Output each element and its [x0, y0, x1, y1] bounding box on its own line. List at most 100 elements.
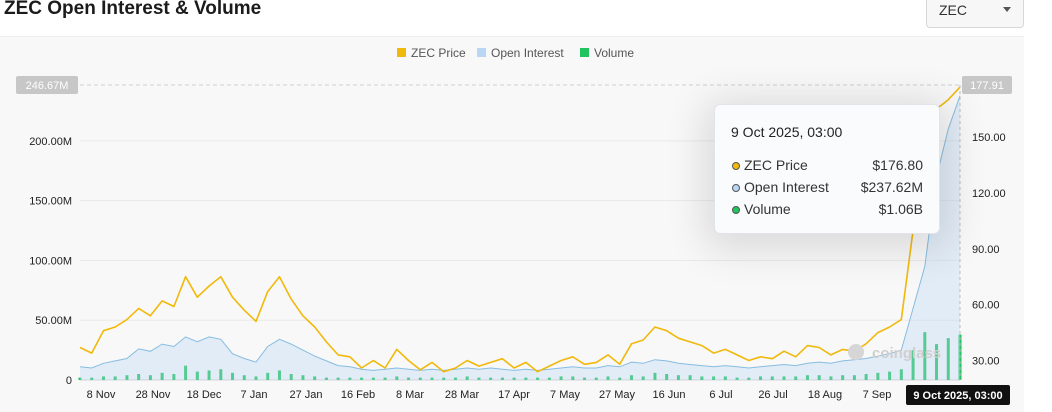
volume-bar [242, 375, 246, 380]
volume-bar [676, 375, 680, 380]
volume-bar [231, 372, 235, 380]
right-axis: 30.00 60.00 90.00 120.00 150.00 177.91 [962, 76, 1012, 368]
volume-bar [841, 375, 845, 380]
tooltip-label: ZEC Price [744, 157, 808, 173]
volume-bar [160, 372, 164, 380]
x-tick-label: 7 May [550, 389, 580, 401]
x-tick-label: 7 Sep [863, 389, 892, 401]
volume-bar [829, 376, 833, 380]
volume-bar [794, 376, 798, 380]
volume-bar [289, 374, 293, 380]
volume-bar [148, 375, 152, 380]
volume-bar [113, 376, 117, 380]
volume-bar [782, 376, 786, 380]
volume-bar [395, 376, 399, 380]
volume-bar [665, 374, 669, 380]
volume-bar [571, 376, 575, 380]
volume-bar [512, 377, 516, 380]
legend-swatch [580, 48, 589, 57]
volume-dot-icon [732, 206, 740, 214]
volume-bar [219, 369, 223, 380]
volume-bar [207, 370, 211, 380]
left-tick-label: 50.00M [35, 315, 72, 327]
volume-bar [125, 375, 129, 380]
legend-label: ZEC Price [411, 46, 466, 60]
volume-bar [90, 377, 94, 380]
volume-bar [864, 374, 868, 380]
x-tick-label: 18 Dec [187, 389, 222, 401]
volume-bar [888, 371, 892, 380]
volume-bar [430, 377, 434, 380]
volume-bar [852, 375, 856, 380]
volume-bar [348, 377, 352, 380]
open-interest-area [80, 95, 960, 381]
volume-bar [547, 377, 551, 380]
left-tick-label: 150.00M [29, 196, 72, 208]
tooltip-label: Open Interest [744, 179, 829, 195]
price-dot-icon [732, 162, 740, 170]
volume-bar [559, 376, 563, 380]
volume-bar [371, 377, 375, 380]
left-tick-label: 0 [66, 375, 72, 387]
legend: ZEC Price Open Interest Volume [397, 46, 634, 60]
right-tick-label: 90.00 [972, 244, 1000, 256]
volume-bar [899, 369, 903, 380]
volume-bar [735, 377, 739, 380]
coin-select[interactable]: ZEC [926, 0, 1024, 28]
volume-bar [360, 377, 364, 380]
x-tick-label: 6 Jul [709, 389, 732, 401]
x-tick-label: 16 Feb [341, 389, 375, 401]
chevron-down-icon [1003, 7, 1011, 12]
volume-bar [407, 377, 411, 380]
gridlines [80, 84, 960, 381]
volume-bar [313, 376, 317, 380]
x-tick-label: 27 May [599, 389, 636, 401]
x-tick-label: 16 Jun [652, 389, 685, 401]
watermark-text: coinglass [872, 345, 941, 362]
x-tick-label: 18 Aug [808, 389, 842, 401]
tooltip-value: $176.80 [872, 157, 923, 173]
x-tick-label: 28 Nov [136, 389, 171, 401]
open-interest-line [79, 95, 961, 371]
tooltip-value: $237.62M [860, 179, 923, 195]
volume-bar [172, 374, 176, 380]
right-tick-label: 120.00 [972, 188, 1006, 200]
volume-bar [700, 376, 704, 380]
tooltip-label: Volume [744, 201, 791, 217]
right-max-badge [962, 76, 1012, 94]
x-tick-label: 27 Jan [289, 389, 322, 401]
x-tick-label: 17 Apr [498, 389, 530, 401]
left-tick-label: 100.00M [29, 255, 72, 267]
x-tick-label: 8 Mar [396, 389, 424, 401]
volume-bar [723, 376, 727, 380]
volume-bar [817, 375, 821, 380]
volume-bar [266, 372, 270, 380]
tooltip-row-price: ZEC Price $176.80 [731, 157, 923, 177]
volume-bar [653, 372, 657, 380]
volume-bar [383, 377, 387, 380]
left-max-badge [16, 76, 78, 94]
x-tick-label: 7 Jan [241, 389, 268, 401]
x-crosshair-label: 9 Oct 2025, 03:00 [913, 390, 1002, 402]
volume-bar [536, 377, 540, 380]
open-interest-dot-icon [732, 184, 740, 192]
right-max-label: 177.91 [970, 80, 1004, 92]
volume-bar [606, 376, 610, 380]
volume-bar [923, 332, 927, 380]
tooltip-row-open-interest: Open Interest $237.62M [731, 179, 923, 199]
tooltip-row-volume: Volume $1.06B [731, 201, 923, 221]
open-interest-series [79, 95, 961, 381]
volume-bar [759, 376, 763, 380]
volume-bar [254, 376, 258, 380]
page-title: ZEC Open Interest & Volume [4, 0, 262, 19]
left-tick-label: 200.00M [29, 136, 72, 148]
volume-bar [946, 338, 950, 380]
volume-bar [688, 375, 692, 380]
right-tick-label: 30.00 [972, 356, 1000, 368]
volume-bar [184, 365, 188, 380]
right-tick-label: 150.00 [972, 132, 1006, 144]
volume-bar [805, 375, 809, 380]
left-max-label: 246.67M [26, 80, 69, 92]
volume-bar [453, 377, 457, 380]
